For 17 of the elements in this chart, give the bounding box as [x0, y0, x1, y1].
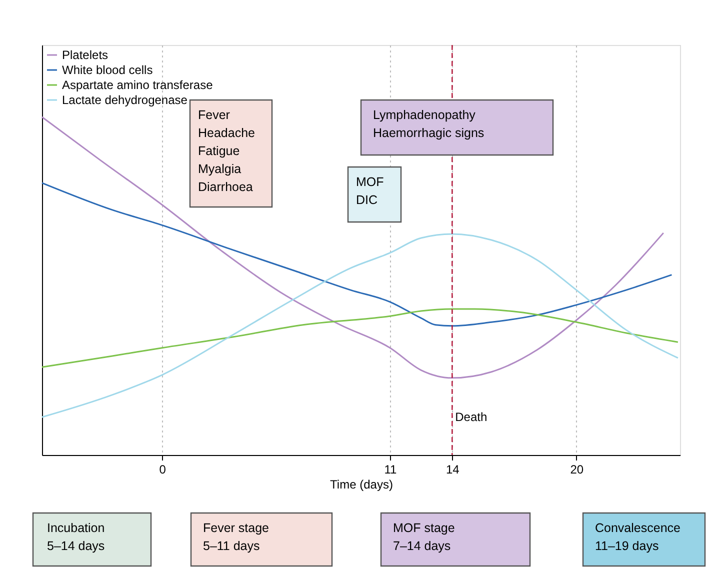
legend-label: White blood cells — [62, 63, 153, 77]
annotation: Fever Headache Fatigue Myalgia Diarrhoea — [198, 108, 256, 194]
x-tick-label: 14 — [446, 462, 460, 476]
x-tick-label: 20 — [570, 462, 584, 476]
x-tick-label: 0 — [159, 462, 166, 476]
text: Fever stage 5–11 days — [203, 521, 270, 553]
ref-line-label: Death — [455, 410, 488, 424]
annotation: Lymphadenopathy Haemorrhagic signs — [373, 108, 484, 140]
text: Convalescence 11–19 days — [595, 521, 681, 553]
x-tick-label: 11 — [384, 462, 398, 476]
annotation: MOF DIC — [356, 175, 384, 207]
x-axis-title: Time (days) — [330, 478, 393, 492]
text: MOF stage 7–14 days — [393, 521, 455, 553]
legend-label: Platelets — [62, 48, 108, 62]
legend-label: Lactate dehydrogenase — [62, 93, 188, 107]
legend-label: Aspartate amino transferase — [62, 78, 214, 92]
text: Incubation 5–14 days — [47, 521, 105, 553]
